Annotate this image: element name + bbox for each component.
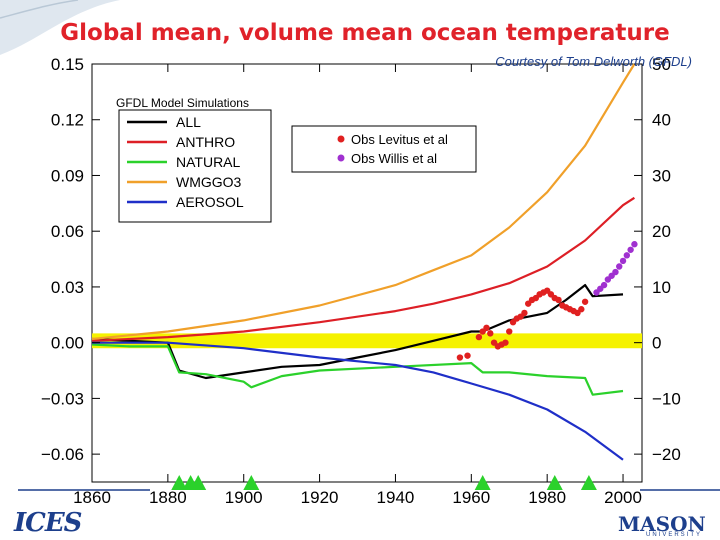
y-tick-label: 0.15 [51,55,84,74]
x-tick-label: 1880 [149,488,187,507]
y2-tick-label: 20 [652,222,671,241]
y-tick-label: 0.00 [51,334,84,353]
corner-swoosh-decoration [0,0,120,55]
eruption-marker [190,475,207,490]
slide-title: Global mean, volume mean ocean temperatu… [60,20,670,46]
x-tick-label: 1980 [528,488,566,507]
obs-willis-point [631,241,638,248]
x-tick-label: 1940 [377,488,415,507]
y-tick-label: 0.09 [51,166,84,185]
legend-swatch-obs [337,135,345,143]
obs-levitus-point [502,339,509,346]
obs-willis-point [600,281,608,289]
panel-label: GFDL Model Simulations [116,96,249,110]
obs-willis-point [616,263,623,270]
obs-levitus-point [521,309,528,317]
obs-willis-point [619,257,627,265]
y2-tick-label: −10 [652,389,681,408]
obs-levitus-point [483,324,490,332]
y-tick-label: −0.06 [41,445,84,464]
legend-label-anthro: ANTHRO [176,134,235,150]
x-tick-label: 1920 [301,488,339,507]
eruption-marker [580,475,597,490]
legend-label-wmggo3: WMGGO3 [176,174,242,190]
eruption-marker [546,475,563,490]
obs-willis-point [627,246,634,253]
legend-label-aerosol: AEROSOL [176,194,244,210]
legend-label-all: ALL [176,114,201,130]
y-tick-label: 0.12 [51,111,84,130]
obs-legend: Obs Levitus et al Obs Willis et al [291,125,477,173]
y2-tick-label: 40 [652,111,671,130]
x-tick-label: 2000 [604,488,642,507]
obs-levitus-point [555,296,562,304]
obs-legend-box [291,125,477,173]
obs-willis-point [612,268,619,276]
y-tick-label: −0.03 [41,389,84,408]
obs-levitus-point [506,328,513,335]
legend-label-obs: Obs Levitus et al [351,132,448,147]
obs-levitus-point [487,330,494,337]
y2-tick-label: −20 [652,445,681,464]
mason-logo: MASON [618,512,706,536]
series-line-anthro [91,196,635,342]
eruption-marker [474,475,491,490]
mason-logo-subtitle: UNIVERSITY [646,532,703,538]
obs-levitus-point [475,333,483,341]
series-line-wmggo3 [91,63,636,341]
x-tick-label: 1960 [452,488,490,507]
y-tick-label: 0.03 [51,278,84,297]
ices-logo: ICES [14,508,82,538]
y2-tick-label: 50 [652,55,671,74]
legend-swatch-obs [337,154,345,162]
y2-tick-label: 0 [652,334,661,353]
model-legend-box [118,109,272,223]
eruption-marker [171,475,188,490]
obs-levitus-point [581,298,589,305]
legend-label-obs: Obs Willis et al [351,151,437,166]
y2-tick-label: 30 [652,166,671,185]
y2-tick-label: 10 [652,278,671,297]
x-tick-label: 1900 [225,488,263,507]
credit-text: Courtesy of Tom Delworth (GFDL) [495,54,692,69]
obs-levitus-point [578,306,585,313]
series-line-natural [91,343,624,396]
y-tick-label: 0.06 [51,222,84,241]
series-line-aerosol [92,341,624,461]
model-legend: ALL ANTHRO NATURAL WMGGO3 AEROSOL [118,109,272,223]
legend-label-natural: NATURAL [176,154,241,170]
obs-levitus-point [456,354,464,361]
eruption-marker [243,475,260,490]
obs-willis-point [623,252,631,259]
obs-levitus-point [464,352,471,359]
x-tick-label: 1860 [73,488,111,507]
